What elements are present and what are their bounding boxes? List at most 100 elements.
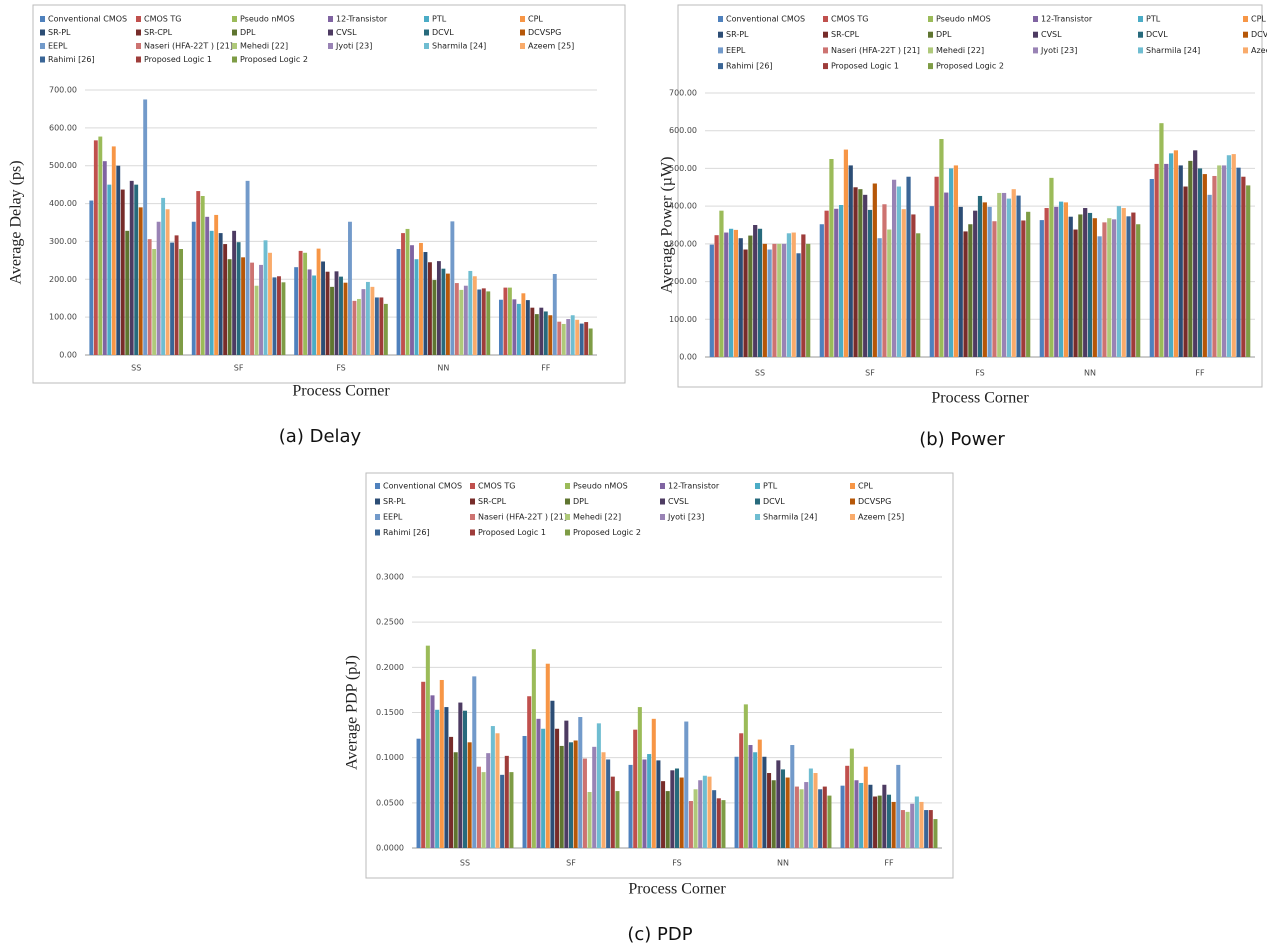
bar <box>780 769 786 848</box>
legend-label: CPL <box>528 15 543 24</box>
y-tick-label: 700.00 <box>669 89 697 98</box>
y-tick-label: 500.00 <box>49 161 77 170</box>
legend-label: Proposed Logic 1 <box>478 528 546 537</box>
bar <box>541 728 546 848</box>
bar <box>116 165 121 355</box>
bar <box>459 289 464 355</box>
bar <box>958 206 963 357</box>
legend-label: DCVSPG <box>528 28 561 37</box>
bar <box>214 214 219 355</box>
bar <box>245 180 250 355</box>
bar <box>615 791 620 848</box>
legend-label: Mehedi [22] <box>936 46 984 55</box>
bar <box>254 285 259 355</box>
legend-label: Azeem [25] <box>858 513 904 522</box>
legend-swatch <box>232 29 237 36</box>
legend-swatch <box>136 56 141 63</box>
legend-swatch <box>823 16 828 22</box>
bar <box>911 214 916 357</box>
y-tick-label: 400.00 <box>49 199 77 208</box>
bar <box>896 186 902 357</box>
legend-label: EEPL <box>726 46 746 55</box>
bar <box>785 777 790 848</box>
bar <box>674 768 680 848</box>
legend-swatch <box>520 16 525 22</box>
legend-label: DCVSPG <box>1251 30 1267 39</box>
bar <box>575 319 580 355</box>
bar <box>1006 198 1012 357</box>
bar <box>102 161 107 355</box>
bar <box>374 297 379 355</box>
bar <box>383 303 388 355</box>
bar <box>312 275 317 355</box>
caption: (a) Delay <box>279 426 362 447</box>
bar <box>790 745 795 848</box>
bar <box>827 795 832 848</box>
bar <box>125 230 130 355</box>
legend-swatch <box>718 16 723 22</box>
bar <box>416 738 421 848</box>
bar <box>223 244 228 355</box>
bar <box>107 184 112 355</box>
bar <box>651 718 656 848</box>
bar <box>421 681 426 848</box>
bar <box>916 233 921 357</box>
bar <box>325 271 330 355</box>
bar <box>656 760 661 848</box>
bar <box>824 210 829 357</box>
bar <box>396 249 401 355</box>
bar <box>728 228 734 357</box>
bar <box>919 801 924 848</box>
x-tick-label: NN <box>1084 369 1096 378</box>
legend-label: SR-CPL <box>478 497 507 506</box>
y-tick-label: 0.00 <box>679 353 697 362</box>
bar <box>781 243 787 357</box>
legend-swatch <box>718 63 723 70</box>
legend-swatch <box>424 16 429 22</box>
bar <box>767 249 772 357</box>
bar <box>1054 206 1059 357</box>
bar <box>829 159 834 357</box>
bar <box>757 739 762 848</box>
bar <box>863 194 868 357</box>
bar <box>1107 218 1112 357</box>
bar <box>361 289 366 355</box>
bar <box>179 249 184 355</box>
bar <box>848 165 853 357</box>
bar <box>670 770 675 848</box>
bar <box>564 720 569 848</box>
bar <box>241 257 246 355</box>
legend-swatch <box>424 43 429 49</box>
bar <box>661 781 666 848</box>
bar <box>1246 185 1251 357</box>
y-tick-label: 200.00 <box>669 277 697 286</box>
bar <box>592 746 597 848</box>
bar <box>552 273 557 355</box>
bar <box>791 232 796 357</box>
bar <box>449 736 454 848</box>
bar <box>1236 167 1241 357</box>
bar <box>762 243 767 357</box>
bar <box>481 288 486 355</box>
x-tick-label: NN <box>777 859 789 868</box>
bar <box>550 700 555 848</box>
bar <box>743 704 748 848</box>
y-tick-label: 0.3000 <box>376 573 404 582</box>
legend-swatch <box>565 529 570 536</box>
bar <box>570 315 575 355</box>
bar <box>882 204 887 357</box>
bar <box>1073 229 1078 357</box>
bar <box>748 235 753 357</box>
x-tick-label: SS <box>131 364 141 373</box>
bar <box>992 221 997 357</box>
bar <box>698 780 703 848</box>
x-tick-label: FS <box>975 369 985 378</box>
legend-swatch <box>928 47 933 54</box>
bar <box>218 233 223 355</box>
legend-label: CVSL <box>668 497 689 506</box>
bar <box>348 221 352 355</box>
legend-swatch <box>565 514 570 520</box>
legend-label: SR-PL <box>726 30 749 39</box>
bar <box>887 229 892 357</box>
bar <box>419 242 423 355</box>
